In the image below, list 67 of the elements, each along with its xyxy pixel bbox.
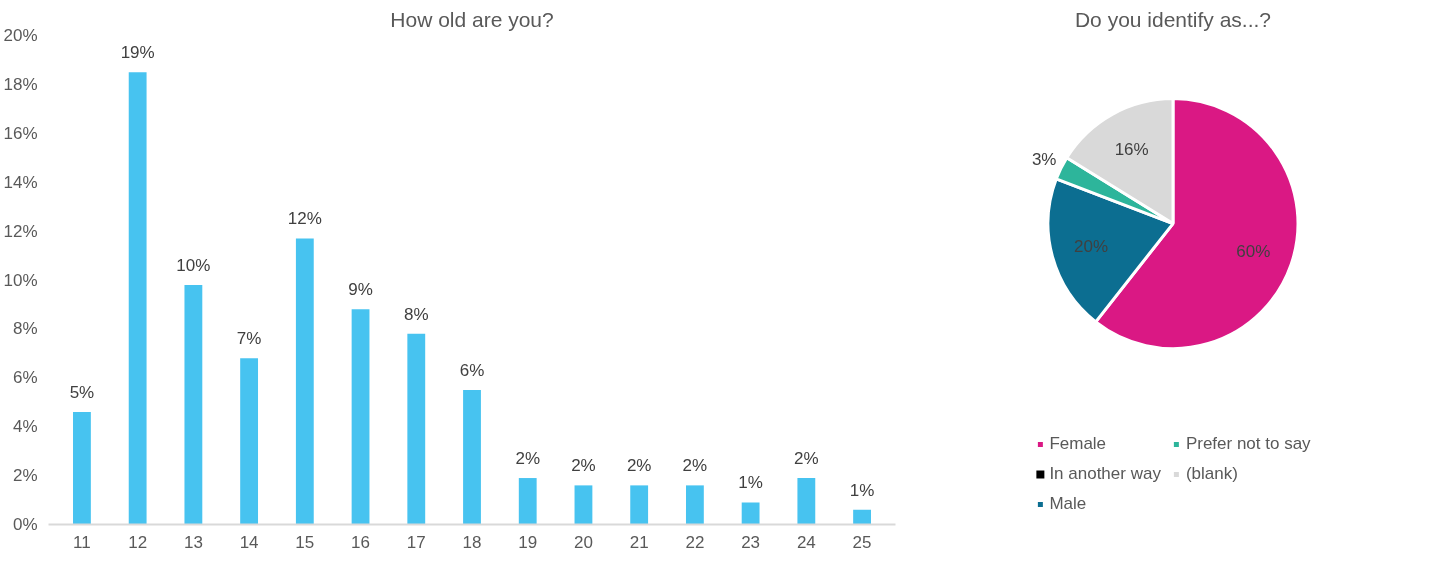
bar (128, 72, 147, 525)
data-label: 2% (515, 449, 541, 469)
bar (741, 502, 760, 525)
data-label: 2% (571, 456, 596, 476)
x-tick-label: 12 (128, 532, 148, 552)
data-label: 5% (69, 383, 95, 403)
x-tick-label: 16 (351, 532, 371, 552)
data-label: 1% (738, 473, 763, 493)
data-label: 20% (1074, 236, 1109, 256)
y-tick-label: 18% (3, 74, 38, 94)
y-tick-label: 14% (3, 172, 38, 192)
data-label: 7% (236, 329, 262, 349)
x-tick-label: 25 (852, 532, 872, 552)
x-tick-label: 23 (741, 532, 761, 552)
data-label: 10% (176, 255, 211, 275)
x-tick-label: 11 (73, 532, 91, 552)
x-tick-label: 15 (295, 532, 315, 552)
y-tick-label: 8% (12, 319, 38, 339)
bar (240, 358, 259, 525)
data-label: 19% (120, 43, 155, 63)
bar (574, 485, 593, 525)
data-label: 6% (459, 361, 485, 381)
bar (685, 485, 704, 525)
y-tick-label: 4% (12, 417, 38, 437)
x-tick-label: 19 (518, 532, 538, 552)
y-tick-label: 16% (3, 123, 38, 143)
data-label: 2% (626, 456, 652, 476)
legend-label: Male (1049, 494, 1087, 514)
y-tick-label: 10% (3, 270, 38, 290)
y-tick-label: 2% (12, 466, 38, 486)
x-tick-label: 24 (796, 532, 816, 552)
y-tick-label: 12% (3, 221, 38, 241)
data-label: 12% (287, 209, 322, 229)
bar (351, 309, 370, 525)
legend-label: (blank) (1185, 464, 1238, 484)
data-label: 2% (794, 449, 819, 469)
data-label: 2% (682, 456, 708, 476)
data-label: 9% (348, 280, 373, 300)
x-tick-label: 18 (462, 532, 482, 552)
bar (184, 284, 203, 525)
bar (463, 390, 481, 525)
y-tick-label: 6% (12, 368, 38, 388)
x-tick-label: 14 (239, 532, 259, 552)
bar (407, 333, 426, 525)
bar (295, 238, 314, 525)
chart-title: How old are you? (390, 7, 554, 31)
x-tick-label: 17 (406, 532, 426, 552)
x-tick-label: 20 (573, 532, 593, 552)
bar (630, 485, 649, 525)
bar (518, 478, 537, 525)
bar (797, 478, 816, 525)
legend-label: Prefer not to say (1185, 434, 1311, 454)
legend-label: In another way (1049, 464, 1161, 484)
x-tick-label: 13 (183, 532, 203, 552)
bar (73, 412, 91, 525)
legend-label: Female (1049, 434, 1107, 454)
y-tick-label: 0% (12, 515, 38, 534)
x-tick-label: 21 (629, 532, 649, 552)
data-label: 1% (849, 480, 875, 500)
x-tick-label: 22 (685, 532, 705, 552)
bar (853, 509, 871, 525)
chart-title: Do you identify as...? (1074, 7, 1272, 31)
y-tick-label: 20% (3, 26, 38, 45)
data-label: 8% (403, 304, 429, 324)
data-label: 60% (1236, 241, 1271, 261)
data-label: 16% (1114, 139, 1149, 159)
data-label: 3% (1031, 150, 1057, 170)
